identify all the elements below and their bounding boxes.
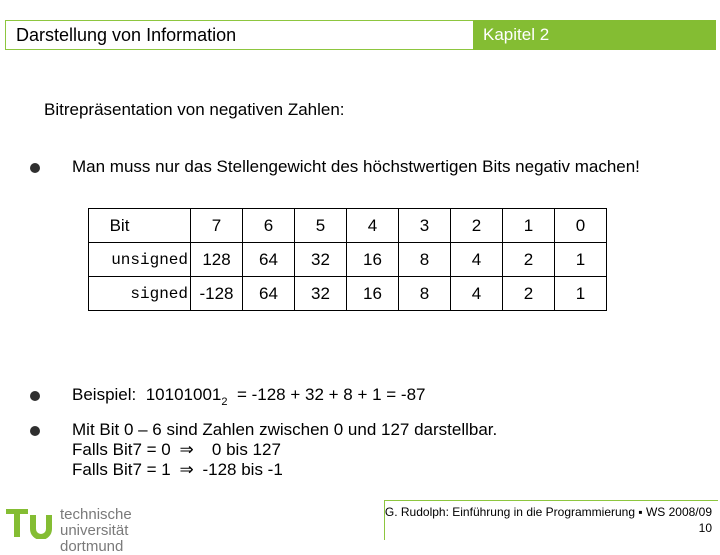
range-result-1: -128 bis -1 [202, 460, 283, 479]
example-prefix: Beispiel: [72, 385, 137, 404]
table-cell: 0 [554, 208, 607, 243]
range-condition-0: Falls Bit7 = 0 [72, 440, 171, 459]
row-header-signed: signed [88, 276, 191, 311]
table-cell: 6 [242, 208, 295, 243]
table-cell: 2 [502, 242, 555, 277]
table-cell: 8 [398, 276, 451, 311]
implies-arrow-icon: ⇒ [179, 440, 194, 459]
table-cell: 7 [190, 208, 243, 243]
table-cell: -128 [190, 276, 243, 311]
table-cell: 16 [346, 242, 399, 277]
range-line-2: Falls Bit7 = 0 ⇒ 0 bis 127 [72, 440, 497, 460]
bullet-dot-icon [30, 391, 40, 401]
example-base: 2 [221, 396, 228, 408]
chapter-box: Kapitel 2 [473, 20, 716, 50]
header-title-box: Darstellung von Information [5, 20, 473, 50]
row-header-unsigned: unsigned [88, 242, 191, 277]
table-cell: 4 [346, 208, 399, 243]
table-cell: 16 [346, 276, 399, 311]
table-cell: 3 [398, 208, 451, 243]
example-result: = -128 + 32 + 8 + 1 = -87 [236, 385, 426, 404]
table-row: unsigned 128 64 32 16 8 4 2 1 [88, 242, 607, 277]
tu-dortmund-logo: technische universität dortmund [4, 505, 192, 555]
table-cell: 32 [294, 276, 347, 311]
bullet-text: Man muss nur das Stellengewicht des höch… [72, 157, 640, 176]
table-cell: 2 [450, 208, 503, 243]
table-cell: 8 [398, 242, 451, 277]
footer-credit-box: G. Rudolph: Einführung in die Programmie… [384, 500, 718, 540]
table-row: signed -128 64 32 16 8 4 2 1 [88, 276, 607, 311]
table-cell: 32 [294, 242, 347, 277]
range-condition-1: Falls Bit7 = 1 [72, 460, 171, 479]
range-line-1: Mit Bit 0 – 6 sind Zahlen zwischen 0 und… [72, 420, 498, 439]
chapter-label: Kapitel 2 [483, 25, 550, 44]
bit-weight-table: Bit 7 6 5 4 3 2 1 0 unsigned 128 64 32 1… [88, 208, 607, 311]
university-line-1: technische universität [60, 506, 132, 539]
table-row: Bit 7 6 5 4 3 2 1 0 [88, 208, 607, 243]
university-name: technische universität dortmund [60, 507, 192, 555]
range-text: Mit Bit 0 – 6 sind Zahlen zwischen 0 und… [72, 420, 497, 480]
table-cell: 5 [294, 208, 347, 243]
bullet-dot-icon [30, 426, 40, 436]
example-text: Beispiel: 101010012 = -128 + 32 + 8 + 1 … [72, 385, 426, 408]
range-line-3: Falls Bit7 = 1 ⇒ -128 bis -1 [72, 460, 497, 480]
table-cell: 1 [554, 242, 607, 277]
row-header-bit: Bit [88, 208, 191, 243]
bullet-dot-icon [30, 163, 40, 173]
slide-title: Darstellung von Information [16, 25, 237, 45]
footer-credit: G. Rudolph: Einführung in die Programmie… [384, 505, 712, 519]
table-cell: 1 [554, 276, 607, 311]
page-number: 10 [698, 521, 712, 535]
implies-arrow-icon: ⇒ [179, 460, 194, 479]
table-cell: 64 [242, 242, 295, 277]
table-cell: 4 [450, 242, 503, 277]
table-cell: 4 [450, 276, 503, 311]
tu-logo-icon [6, 509, 52, 540]
table-cell: 64 [242, 276, 295, 311]
table-cell: 128 [190, 242, 243, 277]
section-heading: Bitrepräsentation von negativen Zahlen: [44, 100, 345, 119]
range-result-0: 0 bis 127 [211, 440, 281, 459]
table-cell: 1 [502, 208, 555, 243]
example-number: 10101001 [145, 385, 222, 404]
university-line-2: dortmund [60, 538, 124, 555]
table-cell: 2 [502, 276, 555, 311]
